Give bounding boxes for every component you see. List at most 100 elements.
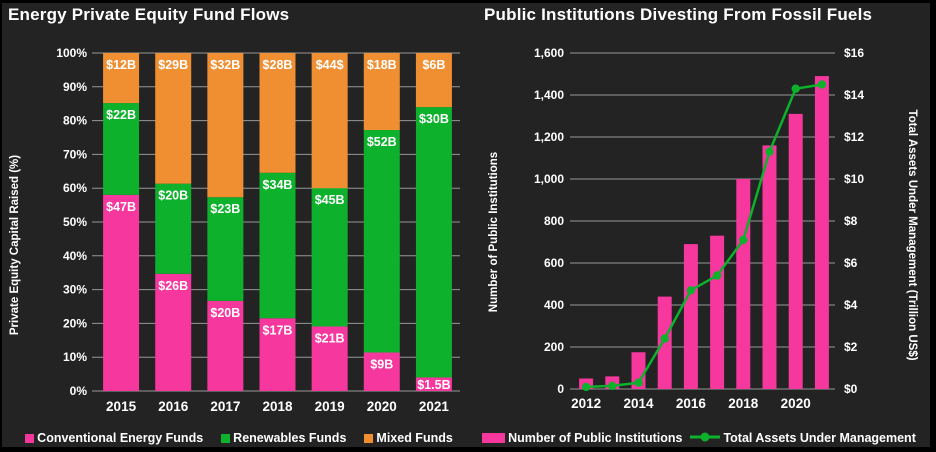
segment-value-label: $26B — [158, 279, 188, 293]
legend-swatch-orange — [364, 433, 374, 443]
legend-swatch-green — [221, 433, 231, 443]
institutions-bar — [788, 113, 803, 390]
institutions-bar — [683, 244, 698, 389]
left-y-tick-label: 800 — [544, 214, 564, 228]
segment-value-label: $47B — [106, 200, 136, 214]
bar-segment-orange — [415, 53, 452, 108]
x-tick-label: 2020 — [367, 399, 397, 414]
x-tick-label: 2016 — [158, 399, 189, 414]
left-y-tick-label: 400 — [544, 298, 564, 312]
bar-segment-pink — [415, 377, 452, 391]
segment-value-label: $28B — [263, 58, 293, 72]
right-chart-title: Public Institutions Divesting From Fossi… — [484, 5, 873, 24]
right-y-tick-label: $2 — [844, 340, 858, 354]
legend-label: Mixed Funds — [376, 431, 453, 445]
bar-segment-green — [207, 197, 244, 301]
right-y-tick-label: $12 — [844, 130, 864, 144]
left-y-tick-label: 200 — [544, 340, 564, 354]
segment-value-label: $23B — [210, 202, 240, 216]
bar-segment-orange — [259, 53, 296, 173]
assets-line-dot — [712, 271, 722, 280]
right-y-tick-label: $0 — [844, 382, 858, 396]
segment-value-label: $52B — [367, 135, 397, 149]
right-y-tick-label: $6 — [844, 256, 858, 270]
legend-item-assets: Total Assets Under Management — [690, 431, 916, 446]
assets-line-dot — [765, 147, 774, 156]
right-y-tick-label: $4 — [844, 298, 858, 312]
segment-value-label: $1.5B — [417, 378, 450, 392]
legend-item-renewables: Renewables Funds — [221, 431, 346, 445]
segment-value-label: $21B — [315, 331, 345, 345]
left-y-tick-label: 600 — [544, 256, 564, 270]
x-tick-label: 2021 — [419, 399, 450, 414]
y-tick-label: 30% — [63, 283, 87, 297]
y-tick-label: 60% — [63, 181, 87, 195]
left-chart-legend: Conventional Energy Funds Renewables Fun… — [10, 429, 468, 447]
bar-segment-green — [155, 183, 192, 274]
assets-line — [586, 83, 823, 389]
legend-swatch-pink — [25, 433, 35, 443]
legend-label: Conventional Energy Funds — [37, 431, 204, 445]
x-tick-label: 2020 — [781, 396, 811, 411]
segment-value-label: $18B — [367, 58, 397, 72]
bar-segment-orange — [207, 53, 244, 198]
y-tick-label: 10% — [63, 350, 87, 364]
bar-segment-green — [415, 107, 452, 378]
bar-segment-orange — [363, 53, 400, 131]
y-tick-label: 100% — [56, 46, 87, 60]
segment-value-label: $9B — [370, 357, 393, 371]
y-tick-label: 90% — [63, 80, 87, 94]
segment-value-label: $12B — [106, 58, 136, 72]
bar-segment-pink — [311, 326, 348, 391]
segment-value-label: $30B — [419, 112, 449, 126]
x-tick-label: 2015 — [106, 399, 137, 414]
segment-value-label: $44$ — [316, 58, 344, 72]
bar-segment-green — [311, 188, 348, 327]
institutions-bar — [762, 145, 777, 389]
right-y-tick-label: $8 — [844, 214, 858, 228]
x-tick-label: 2018 — [262, 399, 293, 414]
legend-item-institutions: Number of Public Institutions — [482, 431, 682, 445]
assets-line-dot — [817, 80, 827, 89]
y-tick-label: 80% — [63, 114, 87, 128]
legend-label: Renewables Funds — [233, 431, 347, 445]
bar-segment-orange — [155, 53, 192, 184]
y-tick-label: 70% — [63, 147, 87, 161]
bar-segment-pink — [207, 300, 244, 391]
left-chart-title: Energy Private Equity Fund Flows — [8, 5, 290, 24]
legend-label: Total Assets Under Management — [723, 431, 916, 445]
segment-value-label: $6B — [422, 58, 445, 72]
y-tick-label: 50% — [63, 215, 87, 229]
legend-swatch-bar — [482, 433, 506, 443]
x-tick-label: 2017 — [210, 399, 240, 414]
institutions-bar — [710, 235, 725, 389]
x-tick-label: 2014 — [623, 396, 654, 411]
bar-segment-pink — [259, 318, 296, 391]
assets-line-dot — [686, 286, 696, 295]
legend-swatch-line-dot — [690, 431, 721, 446]
left-y-tick-label: 0 — [557, 382, 564, 396]
left-y-tick-label: 1,600 — [534, 46, 564, 60]
x-tick-label: 2018 — [728, 396, 759, 411]
assets-line-dot — [634, 378, 643, 387]
segment-value-label: $20B — [210, 306, 240, 320]
institutions-bar — [736, 179, 751, 389]
bar-segment-orange — [311, 53, 348, 189]
legend-item-conventional: Conventional Energy Funds — [25, 431, 203, 445]
assets-line-dot — [581, 382, 591, 392]
assets-line-dot — [791, 84, 800, 93]
bar-segment-orange — [103, 53, 140, 104]
legend-label: Number of Public Institutions — [508, 431, 683, 445]
left-y-tick-label: 1,400 — [534, 88, 564, 102]
institutions-bar — [631, 352, 646, 389]
x-tick-label: 2012 — [571, 396, 601, 411]
assets-line-dot — [608, 381, 617, 391]
left-y-tick-label: 1,000 — [534, 172, 564, 186]
bar-segment-green — [363, 130, 400, 353]
right-chart-legend: Number of Public Institutions Total Asse… — [468, 429, 930, 447]
segment-value-label: $32B — [210, 58, 240, 72]
institutions-bar — [814, 76, 829, 389]
